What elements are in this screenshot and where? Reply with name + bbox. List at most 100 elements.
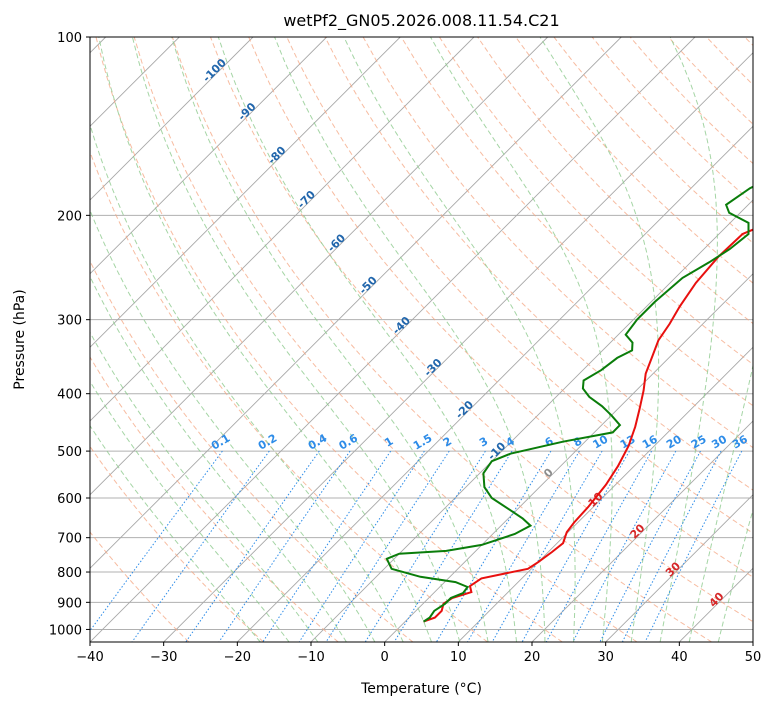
dry-adiabat: [210, 37, 753, 623]
mixing-ratio-label: 16: [640, 432, 660, 451]
y-tick-label: 900: [57, 596, 82, 611]
mixing-ratio-line: [621, 450, 722, 642]
isotherm-line: [90, 37, 622, 569]
x-tick-label: −10: [297, 650, 324, 665]
mixing-ratio-line: [298, 450, 425, 642]
isotherm-line: [90, 37, 328, 275]
mixing-ratio-line: [467, 450, 580, 642]
mixing-ratio-line: [364, 450, 486, 642]
x-tick-label: −20: [224, 650, 251, 665]
mixing-ratio-line: [644, 450, 743, 642]
isotherm-line: [457, 346, 753, 642]
mixing-ratio-line: [393, 450, 513, 642]
dry-adiabat: [90, 531, 190, 642]
x-tick-label: −30: [150, 650, 177, 665]
y-tick-label: 300: [57, 314, 82, 329]
moist-adiabat: [539, 37, 660, 642]
mixing-ratio-line: [599, 450, 701, 642]
y-tick-label: 500: [57, 445, 82, 460]
x-axis-label: Temperature (°C): [360, 681, 482, 697]
mixing-ratio-line: [262, 450, 392, 642]
isotherm-line: [90, 37, 696, 642]
isotherm-line: [752, 641, 753, 642]
y-tick-label: 100: [57, 31, 82, 46]
y-axis-label: Pressure (hPa): [12, 289, 28, 389]
mixing-ratio-label: 0.4: [306, 431, 330, 452]
moist-adiabat: [717, 507, 753, 642]
x-tick-label: 40: [671, 650, 688, 665]
dry-adiabat: [90, 356, 339, 642]
moist-adiabat: [90, 331, 319, 642]
isotherm-label: -100: [200, 56, 229, 85]
y-tick-label: 700: [57, 532, 82, 547]
mixing-ratio-line: [572, 450, 677, 642]
mixing-ratio-line: [131, 450, 270, 642]
dry-adiabat: [95, 37, 563, 642]
mixing-ratio-line: [545, 450, 653, 642]
isotherm-line: [90, 37, 401, 348]
isotherm-line: [90, 37, 254, 201]
chart-title: wetPf2_GN05.2026.008.11.54.C21: [283, 11, 559, 31]
x-tick-label: 50: [745, 650, 762, 665]
isotherm-label: 30: [663, 559, 683, 579]
moist-adiabat: [171, 37, 489, 642]
y-tick-label: 1000: [49, 623, 82, 638]
isotherm-line: [605, 494, 753, 642]
moist-adiabat: [90, 275, 347, 642]
background-lines: [90, 37, 753, 642]
dry-adiabat: [90, 259, 414, 642]
profiles: [385, 185, 753, 623]
dry-adiabat: [171, 37, 712, 642]
y-axis: 100 200 300 400 500 600 700 800 900 1000: [49, 31, 90, 638]
plot-frame: [89, 36, 754, 643]
moist-adiabat: [90, 424, 261, 642]
isotherm-line: [310, 199, 753, 642]
dry-adiabat: [400, 37, 753, 407]
isotherm-label: 40: [707, 590, 727, 610]
y-tick-label: 600: [57, 492, 82, 507]
moist-adiabat: [131, 37, 461, 642]
mixing-ratio-line: [325, 450, 450, 642]
x-tick-label: −40: [76, 650, 103, 665]
mixing-ratio-line: [185, 450, 320, 642]
mixing-ratio-label: 25: [689, 433, 709, 452]
dry-adiabat: [591, 37, 753, 204]
dry-adiabat: [553, 37, 753, 244]
moist-adiabat: [98, 37, 432, 642]
moist-adiabat: [90, 208, 376, 642]
y-tick-label: 800: [57, 566, 82, 581]
mixing-ratio-label: 8: [571, 435, 584, 450]
moist-adiabat: [659, 37, 718, 642]
dewpoint-profile: [385, 185, 753, 623]
mixing-ratio-line: [90, 450, 223, 632]
mixing-ratio-label: 0.1: [209, 432, 232, 453]
moist-adiabat: [688, 363, 753, 642]
moist-adiabat: [430, 37, 613, 642]
isotherm-label: -40: [390, 314, 413, 337]
x-tick-label: 10: [450, 650, 467, 665]
mixing-ratio-label: 6: [543, 434, 556, 449]
x-tick-label: 30: [597, 650, 614, 665]
isotherm-label: -60: [325, 231, 348, 254]
isotherm-label: 20: [628, 521, 648, 541]
isotherm-line: [236, 125, 753, 642]
x-tick-label: 0: [381, 650, 389, 665]
mixing-ratio-line: [218, 450, 351, 642]
mixing-ratio-label: 3: [477, 435, 490, 450]
mixing-ratio-label: 20: [664, 432, 684, 451]
x-axis: −40 −30 −20 −10 0 10 20 30 40 50: [76, 642, 761, 665]
moist-adiabat: [274, 37, 546, 642]
dry-adiabat: [248, 37, 753, 578]
y-tick-label: 400: [57, 388, 82, 403]
dry-adiabat: [515, 37, 753, 284]
moist-adiabat: [90, 123, 404, 642]
isotherm-line: [163, 52, 753, 642]
background-labels: 0.1 0.2 0.4 0.6 1 1.5 2 3 4 6 8 10 13 16 20 25 30 36-100-…: [200, 56, 750, 610]
isotherm-line: [90, 37, 549, 496]
mixing-ratio-label: 1: [382, 435, 395, 450]
mixing-ratio-label: 36: [730, 432, 750, 451]
mixing-ratio-line: [435, 450, 552, 642]
temperature-profile: [423, 228, 753, 623]
x-tick-label: 20: [524, 650, 541, 665]
